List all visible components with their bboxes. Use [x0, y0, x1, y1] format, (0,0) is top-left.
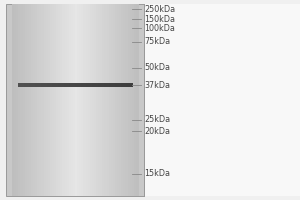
Bar	[69, 83, 76, 87]
Bar	[29, 4, 32, 196]
Text: 250kDa: 250kDa	[144, 4, 175, 14]
Bar	[69, 4, 71, 196]
Bar	[25, 4, 27, 196]
Bar	[81, 83, 87, 87]
Bar	[22, 4, 25, 196]
Bar	[52, 4, 55, 196]
Bar	[77, 4, 80, 196]
Bar	[39, 4, 42, 196]
Bar	[35, 4, 38, 196]
Bar	[62, 4, 65, 196]
Bar	[24, 83, 30, 87]
Bar	[54, 4, 57, 196]
Bar	[46, 83, 53, 87]
Bar	[134, 4, 136, 196]
Bar	[92, 4, 94, 196]
Bar	[56, 4, 59, 196]
Bar	[115, 4, 118, 196]
Bar	[103, 83, 110, 87]
Bar	[75, 83, 81, 87]
Bar	[119, 4, 122, 196]
Bar	[64, 83, 70, 87]
Bar	[115, 83, 121, 87]
Bar	[14, 4, 17, 196]
Bar	[144, 4, 300, 196]
Bar	[125, 4, 128, 196]
Text: 150kDa: 150kDa	[144, 15, 175, 23]
Bar	[132, 4, 134, 196]
Bar	[92, 83, 98, 87]
Bar	[123, 4, 126, 196]
Text: 25kDa: 25kDa	[144, 116, 170, 124]
Bar	[58, 4, 61, 196]
Text: 50kDa: 50kDa	[144, 64, 170, 72]
Text: 15kDa: 15kDa	[144, 170, 170, 178]
Bar	[41, 83, 47, 87]
Bar	[52, 83, 58, 87]
Bar	[27, 4, 29, 196]
Bar	[35, 83, 41, 87]
Bar	[126, 83, 133, 87]
Bar	[121, 4, 124, 196]
Bar	[81, 4, 84, 196]
Bar	[79, 4, 82, 196]
Bar	[75, 4, 78, 196]
Bar	[20, 4, 23, 196]
Bar	[130, 4, 132, 196]
Bar	[12, 4, 15, 196]
Bar	[33, 4, 36, 196]
Bar	[48, 4, 50, 196]
Bar	[41, 4, 44, 196]
Bar	[113, 4, 116, 196]
Bar	[44, 4, 46, 196]
Text: 20kDa: 20kDa	[144, 127, 170, 136]
Bar	[90, 4, 92, 196]
Bar	[64, 4, 67, 196]
Bar	[16, 4, 19, 196]
Bar	[71, 4, 74, 196]
Text: 100kDa: 100kDa	[144, 24, 175, 33]
Bar	[136, 4, 139, 196]
Text: 37kDa: 37kDa	[144, 81, 170, 90]
Bar	[96, 4, 99, 196]
Bar	[121, 83, 127, 87]
Bar	[100, 4, 103, 196]
Bar	[88, 4, 90, 196]
Bar	[98, 4, 101, 196]
Bar	[18, 4, 21, 196]
Bar	[29, 83, 36, 87]
Bar	[83, 4, 86, 196]
Bar	[109, 4, 111, 196]
Bar	[46, 4, 48, 196]
Text: 75kDa: 75kDa	[144, 37, 170, 46]
Bar	[60, 4, 63, 196]
Bar	[31, 4, 34, 196]
Bar	[106, 4, 109, 196]
Bar	[117, 4, 120, 196]
Bar	[73, 4, 76, 196]
Bar	[67, 4, 69, 196]
Bar	[86, 83, 93, 87]
Bar	[128, 4, 130, 196]
Bar	[85, 4, 88, 196]
Bar	[109, 83, 116, 87]
Bar	[98, 83, 104, 87]
Bar	[58, 83, 64, 87]
Bar	[37, 4, 40, 196]
Bar	[6, 4, 144, 196]
Bar	[50, 4, 52, 196]
Bar	[94, 4, 97, 196]
Bar	[18, 83, 24, 87]
Bar	[102, 4, 105, 196]
Bar	[104, 4, 107, 196]
Bar	[111, 4, 113, 196]
